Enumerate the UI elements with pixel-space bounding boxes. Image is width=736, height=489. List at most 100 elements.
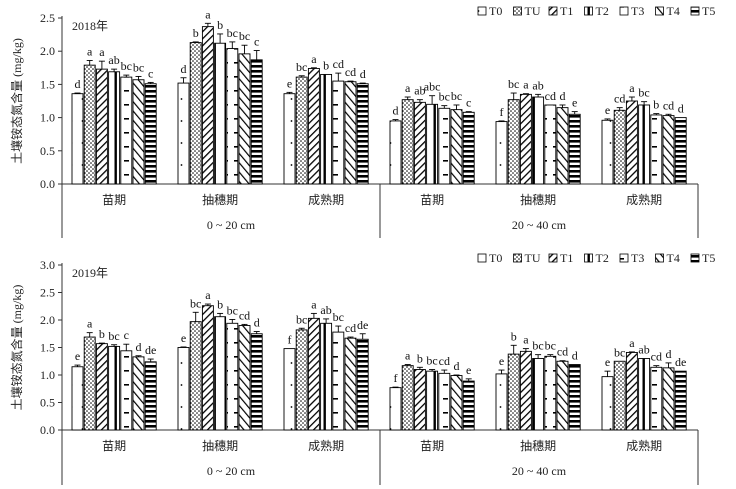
bar-tu: [295, 329, 308, 431]
legend-label-t0: T0: [489, 4, 502, 18]
bar-t0: [283, 93, 296, 185]
legend-label-t4: T4: [667, 251, 680, 265]
significance-letter: d: [360, 67, 366, 81]
significance-letter: d: [560, 89, 566, 103]
significance-letter: e: [572, 96, 577, 110]
bar-t1: [307, 317, 320, 431]
bar-t3: [226, 322, 239, 431]
significance-letter: bc: [545, 339, 556, 353]
significance-letter: a: [629, 336, 635, 350]
significance-letter: bc: [508, 77, 519, 91]
legend-label-t5: T5: [702, 251, 715, 265]
legend-swatch-t2: [584, 6, 593, 16]
legend-label-t1: T1: [560, 4, 573, 18]
significance-letter: ab: [320, 303, 331, 317]
bar-t0: [177, 347, 190, 431]
significance-letter: d: [678, 102, 684, 116]
significance-letter: a: [405, 349, 411, 363]
bar-t5: [568, 364, 581, 431]
bar-t5: [462, 111, 475, 185]
depth-label: 20 ~ 40 cm: [512, 464, 567, 478]
bar-t4: [132, 79, 145, 185]
significance-letter: b: [217, 18, 223, 32]
bar-t1: [625, 100, 638, 185]
significance-letter: d: [181, 62, 187, 76]
bar-t0: [283, 348, 296, 431]
significance-letter: e: [287, 76, 292, 90]
stage-label: 苗期: [420, 193, 444, 207]
significance-letter: ab: [532, 78, 543, 92]
bar-t4: [450, 109, 463, 185]
significance-letter: e: [75, 349, 80, 363]
bar-t2: [108, 71, 121, 185]
bar-t4: [344, 337, 357, 431]
significance-letter: a: [205, 7, 211, 21]
significance-letter: cd: [345, 321, 356, 335]
significance-letter: c: [148, 66, 153, 80]
significance-letter: cd: [663, 98, 674, 112]
bar-tu: [613, 109, 626, 185]
bar-t2: [638, 104, 651, 185]
legend-label-t2: T2: [596, 251, 609, 265]
legend-swatch-t0: [477, 6, 487, 16]
legend-swatch-t3: [619, 253, 629, 263]
bar-t0: [389, 120, 402, 185]
significance-letter: de: [357, 318, 368, 332]
bar-t3: [544, 104, 557, 185]
significance-letter: bc: [227, 303, 238, 317]
significance-letter: a: [311, 52, 317, 66]
y-tick-label: 0.0: [40, 423, 55, 437]
y-tick-label: 0.5: [40, 396, 55, 410]
y-tick-label: 2.0: [40, 44, 55, 58]
significance-letter: f: [500, 105, 504, 119]
legend-swatch-t1: [548, 253, 558, 263]
stage-label: 抽穗期: [520, 439, 556, 453]
significance-letter: bc: [532, 339, 543, 353]
bar-tu: [507, 353, 520, 431]
significance-letter: f: [288, 333, 292, 347]
significance-letter: bc: [426, 354, 437, 368]
significance-letter: a: [87, 317, 93, 331]
legend-swatch-tu: [513, 6, 522, 16]
significance-letter: e: [181, 331, 186, 345]
significance-letter: b: [653, 98, 659, 112]
significance-letter: bc: [439, 90, 450, 104]
bar-t5: [356, 338, 369, 431]
significance-letter: e: [499, 354, 504, 368]
significance-letter: d: [136, 340, 142, 354]
significance-letter: bc: [133, 60, 144, 74]
legend-label-t3: T3: [631, 251, 644, 265]
bar-t5: [250, 333, 263, 431]
bar-t5: [674, 117, 687, 185]
bar-t3: [332, 331, 345, 431]
bar-t4: [662, 115, 675, 185]
y-tick-label: 0.5: [40, 144, 55, 158]
legend-swatch-t2: [584, 253, 593, 263]
bar-t1: [519, 93, 532, 185]
significance-letter: e: [605, 355, 610, 369]
bar-tu: [401, 365, 414, 431]
bar-t0: [389, 387, 402, 431]
significance-letter: b: [511, 329, 517, 343]
bar-t1: [95, 68, 108, 185]
significance-letter: b: [193, 26, 199, 40]
significance-letter: cd: [557, 345, 568, 359]
significance-letter: e: [605, 103, 610, 117]
significance-letter: d: [572, 349, 578, 363]
significance-letter: d: [454, 359, 460, 373]
stage-label: 成熟期: [626, 192, 662, 207]
bar-t2: [320, 73, 333, 185]
stage-label: 抽穗期: [202, 193, 238, 207]
significance-letter: cd: [333, 57, 344, 71]
y-tick-label: 1.0: [40, 111, 55, 125]
significance-letter: bc: [108, 329, 119, 343]
stage-label: 抽穗期: [520, 193, 556, 207]
bar-t3: [226, 48, 239, 185]
stage-label: 苗期: [102, 193, 126, 207]
legend-swatch-t0: [477, 253, 487, 263]
y-tick-label: 1.5: [40, 341, 55, 355]
significance-letter: cd: [614, 92, 625, 106]
bar-t3: [650, 114, 663, 185]
